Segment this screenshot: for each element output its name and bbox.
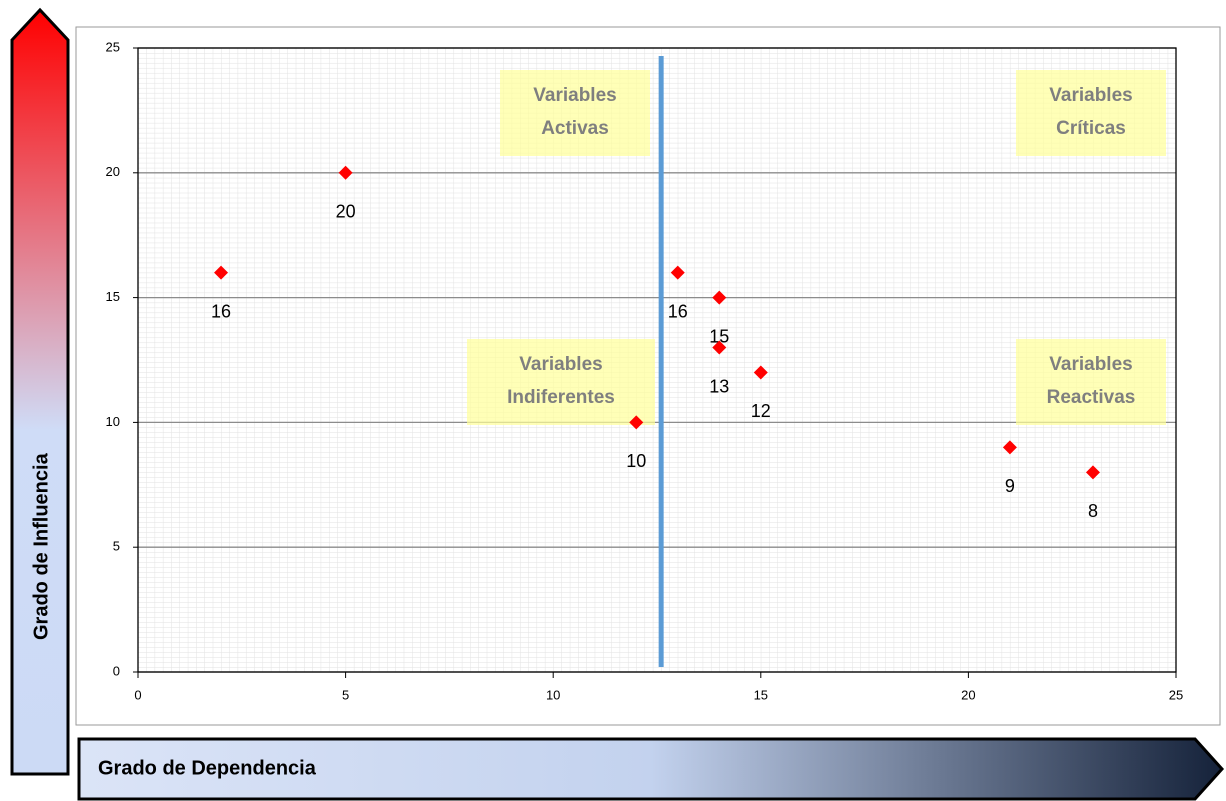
annotation: Indiferentes [507, 387, 615, 408]
annotation: Variables [533, 85, 616, 106]
x-tick-label: 0 [134, 687, 141, 702]
point [712, 290, 727, 305]
data-label: 9 [1005, 476, 1015, 496]
x-tick-label: 10 [546, 687, 560, 702]
y-tick-label: 5 [113, 539, 120, 554]
x-axis-title: Grado de Dependencia [98, 757, 317, 779]
y-arrow [10, 7, 70, 776]
point [670, 265, 685, 280]
x-tick-label: 25 [1169, 687, 1183, 702]
annotation: Críticas [1056, 118, 1126, 139]
point [1085, 465, 1100, 480]
annotation-box [467, 339, 655, 425]
y-tick-label: 20 [106, 164, 120, 179]
x-arrow [77, 737, 1225, 801]
y-tick-label: 10 [106, 414, 120, 429]
x-tick-label: 15 [754, 687, 768, 702]
point [214, 265, 229, 280]
annotation-box [500, 70, 650, 156]
y-tick-label: 15 [106, 289, 120, 304]
minor-grid [138, 48, 1176, 672]
plot-border [137, 47, 1177, 673]
annotation-box [1016, 339, 1166, 425]
data-label: 15 [709, 326, 729, 346]
data-label: 20 [336, 202, 356, 222]
y-tick-label: 25 [106, 39, 120, 54]
annotation: Variables [1049, 85, 1132, 106]
point [1002, 440, 1017, 455]
data-label: 10 [626, 451, 646, 471]
point [338, 165, 353, 180]
data-label: 16 [668, 301, 688, 321]
point [629, 415, 644, 430]
point [753, 365, 768, 380]
annotation-box [1016, 70, 1166, 156]
annotation: Activas [541, 118, 609, 139]
data-label: 16 [211, 301, 231, 321]
x-tick-label: 5 [342, 687, 349, 702]
point [712, 340, 727, 355]
annotation: Reactivas [1047, 387, 1136, 408]
annotation: Variables [519, 354, 602, 375]
data-label: 13 [709, 376, 729, 396]
x-tick-label: 20 [961, 687, 975, 702]
data-label: 8 [1088, 501, 1098, 521]
data-label: 12 [751, 401, 771, 421]
y-tick-label: 0 [113, 663, 120, 678]
annotation: Variables [1049, 354, 1132, 375]
y-axis-title: Grado de Influencia [30, 452, 52, 640]
